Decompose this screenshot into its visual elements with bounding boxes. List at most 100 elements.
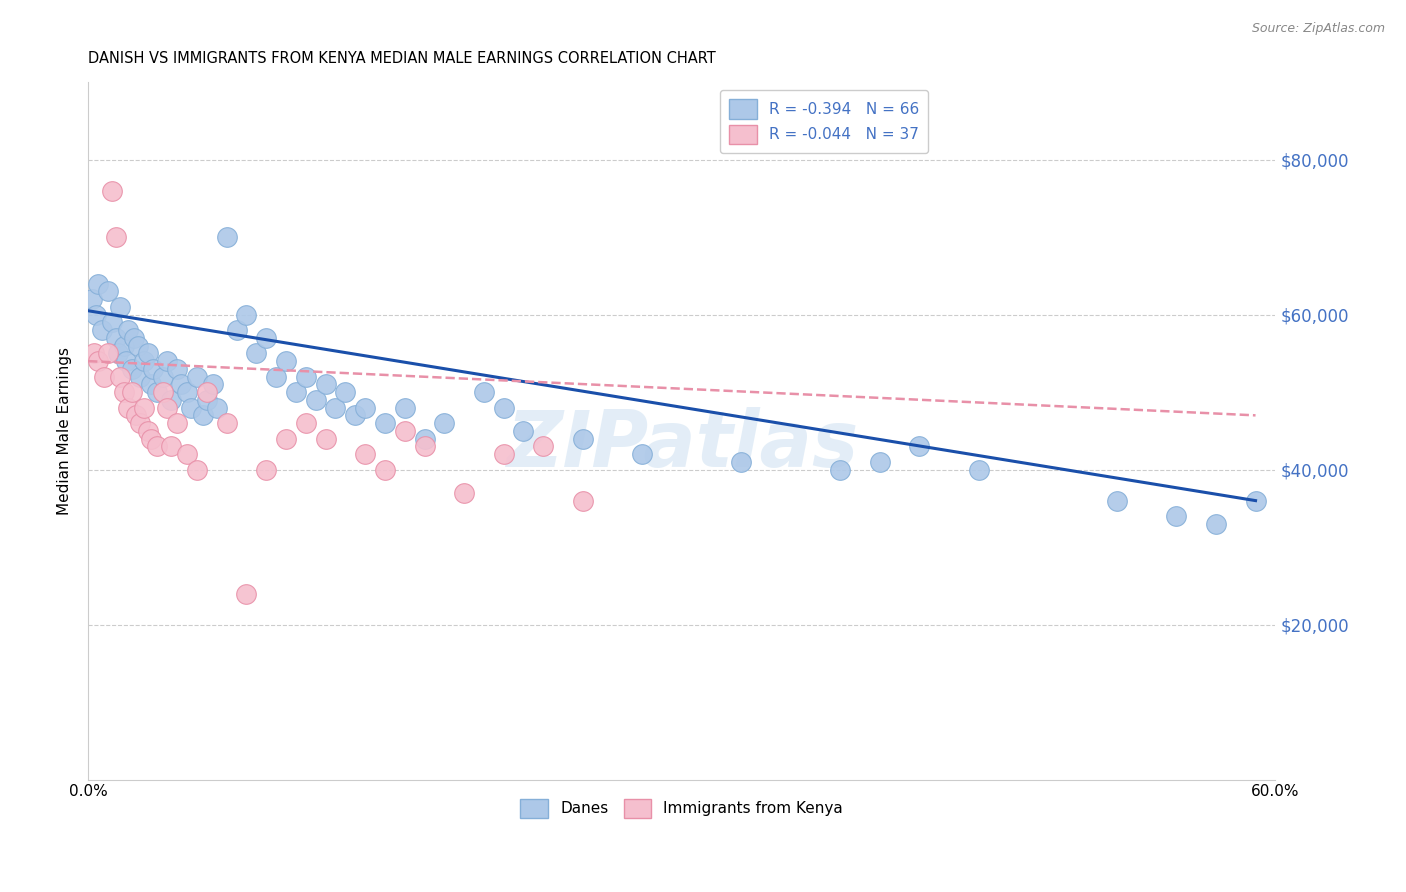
- Point: [93, 369, 115, 384]
- Point: [413, 439, 436, 453]
- Point: [908, 439, 931, 453]
- Point: [1205, 516, 1227, 531]
- Point: [142, 362, 165, 376]
- Point: [146, 439, 169, 453]
- Point: [141, 432, 163, 446]
- Point: [492, 447, 515, 461]
- Point: [294, 416, 316, 430]
- Point: [730, 455, 752, 469]
- Point: [101, 315, 124, 329]
- Point: [205, 401, 228, 415]
- Point: [315, 377, 337, 392]
- Point: [354, 447, 377, 461]
- Point: [531, 439, 554, 453]
- Point: [284, 385, 307, 400]
- Point: [117, 323, 139, 337]
- Point: [453, 486, 475, 500]
- Point: [166, 416, 188, 430]
- Point: [492, 401, 515, 415]
- Point: [121, 362, 143, 376]
- Point: [166, 362, 188, 376]
- Point: [335, 385, 357, 400]
- Point: [1166, 509, 1188, 524]
- Point: [394, 401, 416, 415]
- Point: [108, 369, 131, 384]
- Point: [195, 385, 218, 400]
- Point: [121, 385, 143, 400]
- Point: [315, 432, 337, 446]
- Point: [122, 331, 145, 345]
- Point: [104, 331, 127, 345]
- Point: [84, 308, 107, 322]
- Y-axis label: Median Male Earnings: Median Male Earnings: [58, 347, 72, 515]
- Point: [160, 392, 183, 407]
- Point: [967, 462, 990, 476]
- Point: [97, 346, 120, 360]
- Point: [195, 392, 218, 407]
- Point: [82, 292, 104, 306]
- Point: [245, 346, 267, 360]
- Point: [1105, 493, 1128, 508]
- Point: [101, 184, 124, 198]
- Text: Source: ZipAtlas.com: Source: ZipAtlas.com: [1251, 22, 1385, 36]
- Point: [152, 385, 174, 400]
- Point: [132, 401, 155, 415]
- Legend: Danes, Immigrants from Kenya: Danes, Immigrants from Kenya: [515, 792, 849, 824]
- Point: [201, 377, 224, 392]
- Text: ZIPatlas: ZIPatlas: [506, 407, 858, 483]
- Point: [127, 338, 149, 352]
- Point: [114, 354, 136, 368]
- Text: DANISH VS IMMIGRANTS FROM KENYA MEDIAN MALE EARNINGS CORRELATION CHART: DANISH VS IMMIGRANTS FROM KENYA MEDIAN M…: [89, 51, 716, 66]
- Point: [176, 385, 198, 400]
- Point: [112, 338, 135, 352]
- Point: [631, 447, 654, 461]
- Point: [146, 385, 169, 400]
- Point: [305, 392, 328, 407]
- Point: [413, 432, 436, 446]
- Point: [186, 462, 208, 476]
- Point: [132, 354, 155, 368]
- Point: [869, 455, 891, 469]
- Point: [264, 369, 287, 384]
- Point: [191, 409, 214, 423]
- Point: [97, 285, 120, 299]
- Point: [141, 377, 163, 392]
- Point: [254, 462, 277, 476]
- Point: [83, 346, 105, 360]
- Point: [235, 586, 257, 600]
- Point: [433, 416, 456, 430]
- Point: [225, 323, 247, 337]
- Point: [128, 416, 150, 430]
- Point: [156, 401, 179, 415]
- Point: [104, 230, 127, 244]
- Point: [160, 439, 183, 453]
- Point: [136, 424, 159, 438]
- Point: [394, 424, 416, 438]
- Point: [354, 401, 377, 415]
- Point: [91, 323, 114, 337]
- Point: [107, 346, 129, 360]
- Point: [136, 346, 159, 360]
- Point: [325, 401, 347, 415]
- Point: [112, 385, 135, 400]
- Point: [180, 401, 202, 415]
- Point: [117, 401, 139, 415]
- Point: [274, 432, 297, 446]
- Point: [235, 308, 257, 322]
- Point: [374, 416, 396, 430]
- Point: [1244, 493, 1267, 508]
- Point: [170, 377, 193, 392]
- Point: [215, 416, 238, 430]
- Point: [152, 369, 174, 384]
- Point: [294, 369, 316, 384]
- Point: [512, 424, 534, 438]
- Point: [128, 369, 150, 384]
- Point: [344, 409, 367, 423]
- Point: [374, 462, 396, 476]
- Point: [156, 354, 179, 368]
- Point: [215, 230, 238, 244]
- Point: [472, 385, 495, 400]
- Point: [176, 447, 198, 461]
- Point: [572, 432, 595, 446]
- Point: [274, 354, 297, 368]
